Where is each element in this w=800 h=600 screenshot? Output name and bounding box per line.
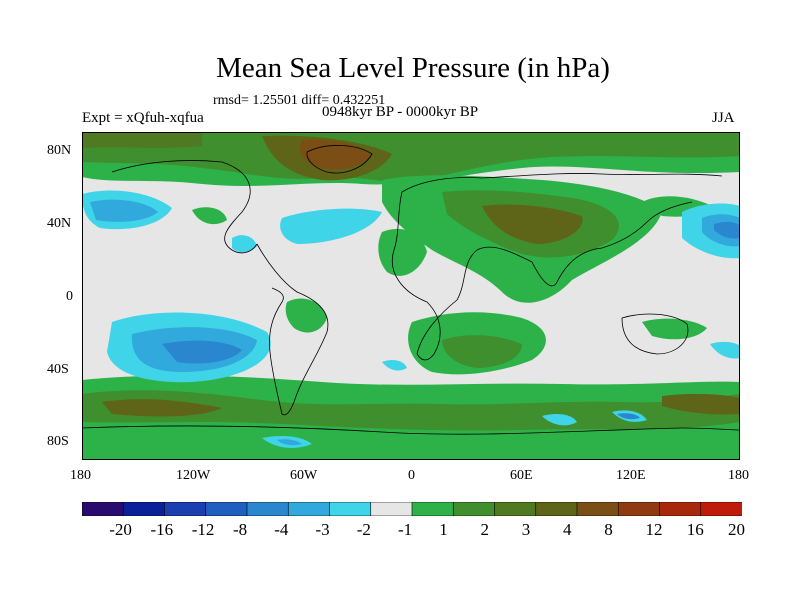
colorbar-label: -16 bbox=[150, 520, 174, 539]
africa-east-arabia-coast bbox=[416, 246, 558, 355]
colorbar-label: -8 bbox=[233, 520, 248, 539]
colorbar-swatch bbox=[617, 501, 661, 517]
colorbar-swatch bbox=[370, 501, 413, 517]
lon-tick-120w: 120W bbox=[176, 468, 211, 483]
colorbar-label: 2 bbox=[480, 520, 490, 539]
colorbar-swatch bbox=[205, 501, 248, 517]
colorbar-swatch bbox=[411, 501, 455, 517]
colorbar-swatch bbox=[576, 501, 620, 517]
stats-label: rmsd= 1.25501 diff= 0.432251 bbox=[213, 93, 386, 108]
lat-tick-40s: 40S bbox=[47, 362, 69, 377]
south-america-west-coast bbox=[269, 287, 284, 415]
colorbar-swatch bbox=[164, 501, 207, 517]
coastlines bbox=[82, 145, 740, 435]
north-america-coast bbox=[111, 160, 258, 254]
lat-tick-80s: 80S bbox=[47, 434, 69, 449]
chart-title: Mean Sea Level Pressure (in hPa) bbox=[216, 52, 610, 84]
greenland-coast bbox=[306, 145, 373, 174]
colorbar-swatch bbox=[329, 501, 372, 517]
colorbar-label: -12 bbox=[191, 520, 215, 539]
colorbar-swatch bbox=[452, 501, 496, 517]
colorbar-swatch bbox=[659, 501, 702, 517]
negative-anomaly-regions bbox=[82, 190, 740, 448]
colorbar-swatch bbox=[494, 501, 537, 517]
colorbar-label: -2 bbox=[356, 520, 371, 539]
lon-tick-120e: 120E bbox=[616, 468, 646, 483]
lat-tick-40n: 40N bbox=[47, 216, 72, 231]
period-label: 0948kyr BP - 0000kyr BP bbox=[322, 104, 479, 120]
colorbar-label: -20 bbox=[109, 520, 132, 539]
lon-tick-180w: 180 bbox=[70, 468, 91, 483]
africa-west-coast bbox=[392, 191, 441, 361]
lat-tick-80n: 80N bbox=[47, 143, 72, 158]
colorbar-label: 16 bbox=[686, 520, 704, 539]
colorbar-swatch bbox=[81, 501, 125, 517]
map-frame bbox=[82, 132, 740, 460]
asia-south-coast bbox=[556, 201, 693, 283]
south-america-coast bbox=[256, 243, 329, 416]
colorbar-label: 12 bbox=[645, 520, 663, 539]
lon-tick-60e: 60E bbox=[510, 468, 533, 483]
colorbar-label: 20 bbox=[728, 520, 745, 539]
colorbar-swatch bbox=[246, 501, 290, 517]
colorbar-swatch bbox=[122, 501, 166, 517]
colorbar-swatch bbox=[700, 501, 743, 517]
pressure-map bbox=[82, 132, 740, 460]
colorbar-swatch bbox=[535, 501, 578, 517]
season-label: JJA bbox=[712, 110, 735, 126]
colorbar-label: 3 bbox=[521, 520, 531, 539]
colorbar-label: 4 bbox=[563, 520, 572, 539]
colorbar-label: 1 bbox=[439, 520, 448, 539]
lon-tick-60w: 60W bbox=[290, 468, 318, 483]
australia-coast bbox=[621, 313, 689, 355]
lat-tick-equator: 0 bbox=[66, 289, 73, 304]
colorbar-label: -3 bbox=[315, 520, 330, 539]
colorbar-label: -4 bbox=[274, 520, 289, 539]
lon-tick-180e: 180 bbox=[728, 468, 749, 483]
lon-tick-0: 0 bbox=[408, 468, 415, 483]
antarctica-coast bbox=[82, 425, 740, 435]
colorbar-swatch bbox=[287, 501, 331, 517]
colorbar-label: -1 bbox=[398, 520, 413, 539]
experiment-label: Expt = xQfuh-xqfua bbox=[82, 110, 204, 126]
colorbar bbox=[81, 501, 743, 517]
eurasia-north-coast bbox=[401, 173, 723, 193]
colorbar-label: 8 bbox=[604, 520, 613, 539]
